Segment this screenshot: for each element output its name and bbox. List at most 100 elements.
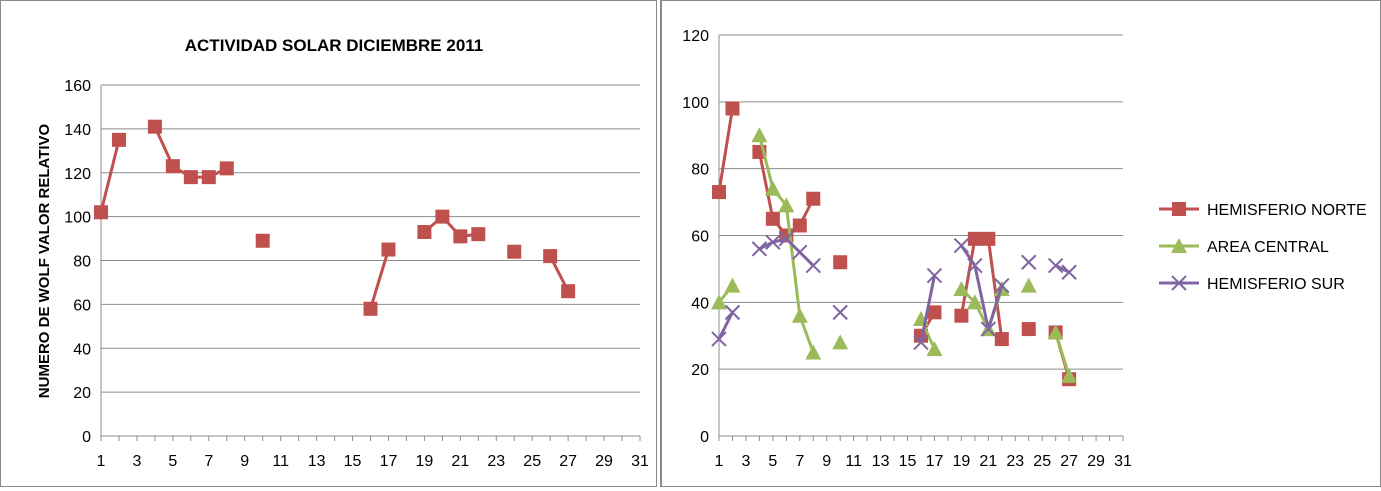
x-tick-label: 3 [132,453,141,470]
data-point-7 [255,233,270,248]
y-tick-label: 0 [700,429,709,446]
data-point-16 [1061,367,1078,383]
data-point-1 [724,277,741,293]
data-point-7 [833,255,848,270]
series-line-segment [717,311,734,340]
y-tick-label: 40 [691,295,709,312]
data-point-14 [507,244,522,259]
data-point-1 [111,132,126,147]
series-line-segment [757,134,775,190]
data-point-1 [724,304,741,321]
legend-item-2: HEMISFERIO SUR [1159,275,1345,293]
legend: HEMISFERIO NORTE AREA CENTRAL HEMISFERIO S… [1159,202,1367,293]
x-tick-label: 25 [1033,453,1051,470]
x-tick-label: 25 [523,453,541,470]
data-point-15 [1047,257,1064,274]
y-tick-label: 80 [73,254,91,271]
x-tick-label: 17 [380,453,398,470]
data-point-legend-0 [1172,202,1186,216]
y-tick-label: 100 [682,95,709,112]
data-point-14 [1021,254,1037,270]
x-tick-label: 29 [595,453,613,470]
data-point-11 [435,209,450,224]
series-line-segment [1054,331,1071,377]
y-tick-label: 20 [73,385,91,402]
x-tick-label: 11 [272,453,289,470]
legend-item-1: AREA CENTRAL [1159,238,1329,256]
x-tick-label: 15 [899,453,917,470]
y-tick-label: 160 [64,78,91,95]
data-point-3 [165,159,180,174]
data-point-0 [711,331,727,347]
x-tick-label: 1 [715,453,724,470]
data-point-13 [471,227,486,242]
y-tick-label: 120 [64,166,91,183]
data-point-5 [201,170,216,185]
y-tick-label: 120 [682,28,709,45]
x-tick-label: 11 [845,453,862,470]
data-point-4 [778,231,795,247]
x-tick-label: 7 [795,453,804,470]
x-tick-label: 3 [741,453,750,470]
chart-title: ACTIVIDAD SOLAR DICIEMBRE 2011 [185,36,484,55]
x-tick-label: 17 [926,453,944,470]
y-tick-label: 60 [73,297,91,314]
x-tick-label: 29 [1087,453,1105,470]
series-line-segment [986,285,1004,330]
x-tick-label: 19 [416,453,434,470]
data-point-7 [832,304,848,321]
data-point-0 [712,185,726,200]
x-tick-label: 23 [1006,453,1024,470]
data-point-13 [994,277,1010,294]
data-point-1 [725,101,740,116]
data-point-6 [806,191,821,206]
data-point-10 [954,308,969,323]
y-tick-label: 0 [82,429,91,446]
data-point-15 [1047,324,1064,340]
data-point-16 [561,284,576,299]
data-point-10 [953,280,970,296]
data-point-0 [711,294,727,310]
data-point-6 [219,161,234,176]
data-point-8 [913,334,929,351]
data-point-12 [981,231,996,246]
x-tick-label: 7 [204,453,213,470]
data-point-16 [1061,264,1077,280]
x-tick-label: 9 [240,453,249,470]
series-line-segment [717,108,734,193]
legend-label: AREA CENTRAL [1207,239,1329,256]
x-tick-label: 1 [97,453,106,470]
data-point-3 [765,234,781,250]
data-point-4 [778,197,795,213]
data-point-12 [980,321,997,337]
y-tick-label: 60 [691,229,709,246]
data-point-0 [94,205,108,220]
data-point-7 [832,334,849,350]
series-line-segment [973,265,990,330]
data-point-4 [183,170,198,185]
x-tick-label: 21 [451,453,469,470]
y-tick-label: 20 [691,362,709,379]
data-point-10 [953,237,970,254]
data-point-10 [417,224,432,239]
x-tick-label: 5 [168,453,177,470]
data-point-5 [792,218,807,233]
data-point-9 [926,341,943,357]
data-point-3 [765,211,780,226]
x-tick-label: 31 [631,453,649,470]
x-tick-label: 9 [822,453,831,470]
x-tick-label: 19 [953,453,971,470]
x-tick-label: 15 [344,453,362,470]
data-point-2 [751,127,768,143]
y-tick-label: 140 [64,122,91,139]
data-point-9 [381,242,396,257]
data-point-11 [967,257,983,274]
data-point-5 [791,307,808,323]
y-tick-label: 80 [691,162,709,179]
x-tick-label: 5 [768,453,777,470]
series-hemisferio-sur [711,231,1077,351]
series-line-segment [986,238,1004,340]
legend-label: HEMISFERIO SUR [1207,276,1345,293]
data-point-9 [927,305,942,320]
